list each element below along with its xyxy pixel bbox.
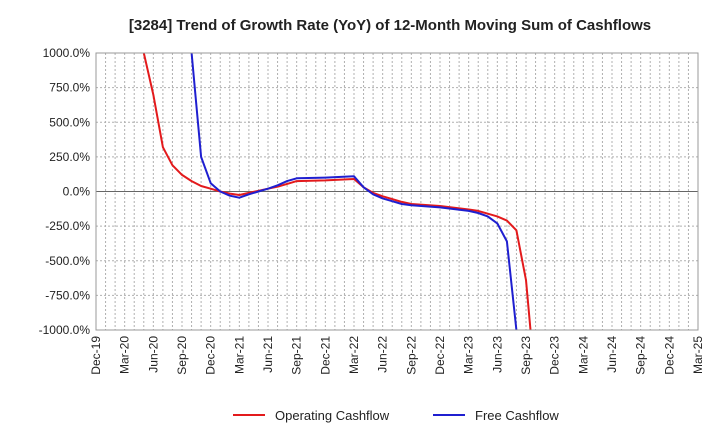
x-tick-label: Jun-21: [261, 336, 275, 373]
y-tick-label: 500.0%: [49, 115, 90, 129]
series-lines: [142, 53, 532, 330]
plot-frame: [95, 52, 699, 331]
x-tick-label: Mar-21: [232, 336, 246, 374]
x-tick-label: Dec-23: [548, 336, 562, 375]
y-tick-label: -750.0%: [45, 288, 90, 302]
y-tick-label: 250.0%: [49, 150, 90, 164]
series-line-operating-cashflow: [142, 53, 532, 330]
legend-label: Operating Cashflow: [275, 408, 390, 423]
chart-title: [3284] Trend of Growth Rate (YoY) of 12-…: [129, 17, 651, 34]
x-tick-label: Mar-24: [576, 336, 590, 374]
y-tick-label: 750.0%: [49, 81, 90, 95]
x-tick-label: Dec-21: [318, 336, 332, 375]
y-tick-label: 0.0%: [63, 185, 91, 199]
y-tick-label: -1000.0%: [39, 323, 91, 337]
x-tick-label: Dec-24: [662, 336, 676, 375]
x-tick-label: Jun-24: [605, 336, 619, 373]
x-axis: Dec-19 Mar-20 Jun-20 Sep-20 Dec-20 Mar-21 Jun-…: [89, 336, 705, 375]
x-tick-label: Dec-19: [89, 336, 103, 375]
x-tick-label: Mar-25: [691, 336, 705, 374]
x-tick-label: Dec-22: [433, 336, 447, 375]
x-tick-label: Sep-23: [519, 336, 533, 375]
legend: Operating Cashflow Free Cashflow: [233, 408, 559, 423]
x-tick-label: Jun-22: [376, 336, 390, 373]
x-tick-label: Sep-20: [175, 336, 189, 375]
legend-label: Free Cashflow: [475, 408, 559, 423]
x-tick-label: Sep-21: [290, 336, 304, 375]
y-tick-label: -250.0%: [45, 219, 90, 233]
y-tick-label: -500.0%: [45, 254, 90, 268]
x-tick-label: Jun-20: [146, 336, 160, 373]
x-tick-label: Dec-20: [204, 336, 218, 375]
y-axis: 1000.0% 750.0% 500.0% 250.0% 0.0% -250.0% -500…: [39, 46, 91, 337]
x-tick-label: Mar-20: [118, 336, 132, 374]
grid: [95, 52, 699, 331]
y-tick-label: 1000.0%: [43, 46, 91, 60]
x-tick-label: Sep-24: [634, 336, 648, 375]
x-tick-label: Mar-23: [462, 336, 476, 374]
series-line-free-cashflow: [190, 53, 518, 330]
x-tick-label: Jun-23: [490, 336, 504, 373]
x-tick-label: Sep-22: [404, 336, 418, 375]
x-tick-label: Mar-22: [347, 336, 361, 374]
